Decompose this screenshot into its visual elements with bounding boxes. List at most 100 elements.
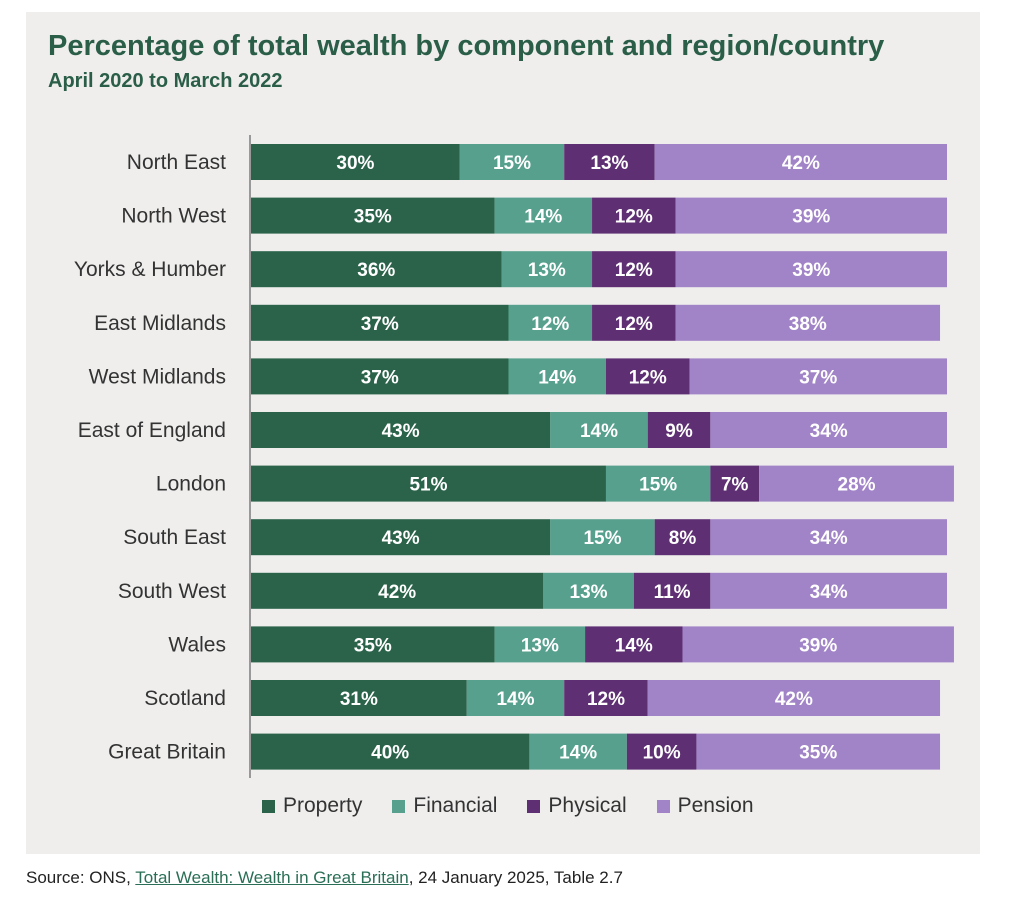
bar-segment-physical — [592, 251, 676, 288]
bar-segment-financial — [550, 412, 648, 448]
data-label: 12% — [615, 207, 653, 228]
data-label: 42% — [378, 582, 416, 603]
data-label: 40% — [371, 743, 409, 764]
data-label: 39% — [792, 260, 830, 281]
bar-segment-property — [251, 733, 530, 770]
source-prefix: Source: ONS, — [26, 868, 136, 887]
data-label: 15% — [493, 153, 531, 174]
bar-segment-physical — [585, 626, 683, 663]
legend-item-pension: Pension — [656, 794, 754, 818]
data-label: 42% — [782, 153, 820, 174]
bar-segment-property — [251, 412, 551, 448]
bar-segment-financial — [550, 519, 655, 556]
bar-segment-property — [251, 519, 551, 556]
data-label: 15% — [583, 528, 621, 549]
legend-swatch — [262, 799, 275, 813]
data-label: 12% — [615, 260, 653, 281]
data-label: 14% — [615, 635, 653, 656]
bar-segment-financial — [508, 304, 593, 341]
data-label: 37% — [361, 367, 399, 388]
legend-swatch — [392, 799, 406, 813]
data-label: 28% — [838, 475, 876, 496]
data-label: 34% — [810, 582, 848, 603]
data-label: 11% — [654, 582, 691, 603]
legend-label: Property — [283, 794, 363, 817]
bar-segment-physical — [564, 144, 655, 180]
bar-segment-financial — [543, 572, 634, 609]
bar-segment-physical — [647, 412, 711, 448]
bar-segment-property — [251, 144, 460, 180]
category-label: North East — [127, 151, 226, 174]
bar-segment-financial — [605, 465, 711, 502]
data-label: 51% — [409, 475, 447, 496]
category-label: East of England — [78, 419, 226, 442]
stacked-bar-chart: North East 30% 15% 13% 42% North West 35% 14% 12… — [74, 135, 954, 778]
data-label: 31% — [340, 689, 378, 710]
bar-segment-financial — [501, 251, 593, 288]
source-note: Source: ONS, Total Wealth: Wealth in Gre… — [26, 868, 623, 888]
bar-segment-property — [251, 197, 495, 234]
data-label: 13% — [570, 582, 608, 603]
legend-label: Physical — [548, 794, 627, 817]
legend-label: Pension — [677, 794, 754, 817]
bar-segment-pension — [689, 358, 947, 395]
bar-segment-property — [251, 465, 606, 502]
category-label: Scotland — [144, 687, 226, 710]
bar-segment-pension — [675, 251, 947, 288]
bar-segment-physical — [605, 358, 690, 395]
bar-segment-property — [251, 572, 544, 609]
bar-segment-property — [251, 358, 509, 395]
category-label: West Midlands — [89, 365, 226, 388]
bar-segment-property — [251, 680, 467, 716]
legend-item-property: Property — [262, 794, 362, 818]
data-label: 43% — [382, 421, 420, 442]
data-label: 14% — [524, 207, 562, 228]
bar-segment-physical — [626, 733, 697, 770]
bar-segment-pension — [710, 572, 947, 609]
data-label: 14% — [496, 689, 534, 710]
legend-item-financial: Financial — [392, 794, 497, 818]
data-label: 42% — [775, 689, 813, 710]
data-label: 15% — [639, 475, 677, 496]
data-label: 35% — [354, 635, 392, 656]
category-label: South West — [118, 580, 226, 603]
data-label: 7% — [721, 475, 749, 496]
data-label: 37% — [799, 367, 837, 388]
chart-subtitle: April 2020 to March 2022 — [48, 70, 283, 92]
category-label: North West — [121, 205, 226, 228]
bar-segment-physical — [564, 680, 648, 716]
category-label: Great Britain — [108, 741, 226, 764]
bar-segment-pension — [710, 519, 947, 556]
data-label: 30% — [336, 153, 374, 174]
bar-segment-financial — [459, 144, 565, 180]
bar-segment-physical — [633, 572, 711, 609]
data-label: 14% — [580, 421, 618, 442]
data-label: 9% — [665, 421, 693, 442]
data-label: 12% — [531, 314, 569, 335]
bar-segment-pension — [675, 304, 941, 341]
bar-segment-financial — [494, 626, 586, 663]
data-label: 13% — [528, 260, 566, 281]
category-label: Yorks & Humber — [74, 258, 226, 281]
bar-segment-financial — [466, 680, 565, 716]
data-label: 37% — [361, 314, 399, 335]
bar-segment-physical — [654, 519, 711, 556]
bar-segment-pension — [654, 144, 947, 180]
data-label: 39% — [799, 635, 837, 656]
category-label: London — [156, 473, 226, 496]
legend-swatch — [656, 799, 670, 813]
legend-item-physical: Physical — [527, 794, 627, 818]
chart-title: Percentage of total wealth by component … — [48, 30, 885, 62]
source-link[interactable]: Total Wealth: Wealth in Great Britain — [135, 868, 409, 887]
data-label: 10% — [643, 743, 681, 764]
bar-segment-financial — [529, 733, 627, 770]
data-label: 13% — [521, 635, 559, 656]
data-label: 8% — [669, 528, 697, 549]
data-label: 38% — [789, 314, 827, 335]
bar-segment-pension — [675, 197, 947, 234]
bar-segment-property — [251, 304, 509, 341]
source-suffix: , 24 January 2025, Table 2.7 — [408, 868, 623, 887]
bar-segment-pension — [647, 680, 941, 716]
data-label: 35% — [799, 743, 837, 764]
bar-segment-pension — [696, 733, 941, 770]
